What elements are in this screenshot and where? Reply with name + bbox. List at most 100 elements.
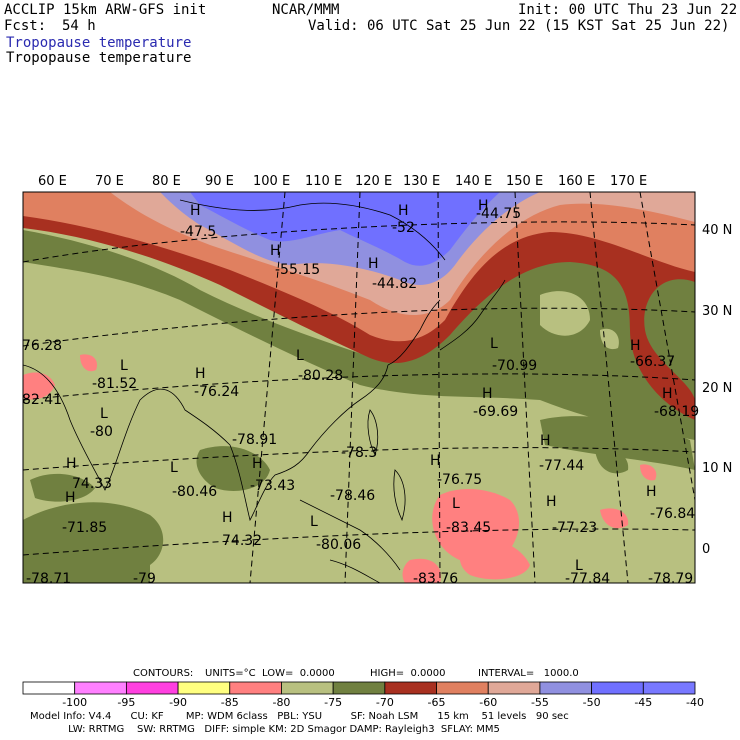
high-marker: H (270, 243, 281, 259)
extremum-value: -68.19 (654, 404, 699, 420)
colorbar-tick-label: -95 (117, 696, 135, 709)
extremum-value: -80.28 (298, 368, 343, 384)
extremum-value: -44.82 (372, 276, 417, 292)
model-info-line-1: Model Info: V4.4 CU: KF MP: WDM 6class P… (30, 711, 569, 722)
colorbar-cell (229, 681, 282, 695)
extremum-value: -77.44 (539, 458, 584, 474)
warm-patches (23, 416, 695, 583)
extremum-value: 74.32 (222, 533, 262, 549)
extremum-value: -76.24 (194, 384, 239, 400)
high-marker: H (190, 203, 201, 219)
extrema-labels: H-47.5H-55.15H-52H-44.82H-44.7576.28L-81… (22, 198, 699, 587)
colorbar-tick-label: -70 (376, 696, 394, 709)
longitude-labels: 60 E 70 E 80 E 90 E 100 E 110 E 120 E 130 E 140 … (38, 174, 647, 189)
longitude-label: 130 E (403, 174, 440, 189)
valid-time: Valid: 06 UTC Sat 25 Jun 22 (15 KST Sat … (308, 18, 730, 34)
low-marker: L (170, 460, 178, 476)
extremum-value: -83.76 (413, 571, 458, 587)
extremum-value: -80.46 (172, 484, 217, 500)
extremum-value: -76.84 (650, 506, 695, 522)
colorbar-cell (436, 681, 489, 695)
interval-label: INTERVAL= 1000.0 (478, 668, 579, 679)
colorbar-cell (642, 681, 696, 695)
latitude-label: 20 N (702, 381, 732, 396)
tropopause-field (23, 192, 695, 583)
colorbar-tick-label: -60 (479, 696, 497, 709)
extremum-value: 74.33 (72, 476, 112, 492)
longitude-label: 110 E (305, 174, 342, 189)
field-title: Tropopause temperature (6, 35, 192, 51)
colorbar-tick-label: -65 (428, 696, 446, 709)
colorbar-tick-label: -100 (62, 696, 87, 709)
colorbar-cell (384, 681, 437, 695)
high-marker: H (482, 386, 493, 402)
high-marker: H (546, 494, 557, 510)
high-marker: H (65, 490, 76, 506)
high-marker: H (662, 386, 673, 402)
colorbar-cell (332, 681, 386, 695)
extremum-value: -78.79 (648, 571, 693, 587)
extremum-value: -44.75 (476, 206, 521, 222)
high-marker: H (222, 510, 233, 526)
cold-patches (23, 354, 657, 583)
extremum-value: -76.75 (437, 472, 482, 488)
forecast-value: 54 h (62, 18, 96, 34)
high-marker: H (195, 366, 206, 382)
colorbar-tick-label: -85 (221, 696, 239, 709)
longitude-label: 150 E (506, 174, 543, 189)
longitude-label: 60 E (38, 174, 67, 189)
high-marker: H (646, 484, 657, 500)
low-marker: L (490, 336, 498, 352)
extremum-value: -73.43 (250, 478, 295, 494)
colorbar-tick-label: -40 (686, 696, 704, 709)
longitude-label: 80 E (152, 174, 181, 189)
colorbar-cell (125, 681, 179, 695)
latitude-label: 10 N (702, 461, 732, 476)
latitude-labels: 40 N 30 N 20 N 10 N 0 (702, 223, 732, 557)
extremum-value: 82.41 (22, 392, 62, 408)
colorbar-tick-label: -45 (634, 696, 652, 709)
low-marker: L (575, 558, 583, 574)
extremum-value: -78.3 (341, 445, 377, 461)
longitude-label: 160 E (558, 174, 595, 189)
extremum-value: -69.69 (473, 404, 518, 420)
colorbar: -100 -95 -90 -85 -80 -75 -70 -65 -60 -55 -50 -45 -40… (22, 681, 704, 709)
model-title: ACCLIP 15km ARW-GFS init (4, 2, 207, 18)
field-subtitle: Tropopause temperature (6, 50, 192, 66)
extremum-value: -66.37 (630, 354, 675, 370)
longitude-label: 170 E (610, 174, 647, 189)
colorbar-tick-label: -90 (169, 696, 187, 709)
extremum-value: 76.28 (22, 338, 62, 354)
high-marker: H (540, 433, 551, 449)
longitude-label: 90 E (205, 174, 234, 189)
colorbar-cell (539, 681, 593, 695)
colorbar-cell (22, 681, 76, 695)
low-marker: L (310, 514, 318, 530)
longitude-label: 120 E (355, 174, 392, 189)
colorbar-cell (177, 681, 231, 695)
colorbar-cell (487, 681, 541, 695)
extremum-value: -78.91 (232, 432, 277, 448)
map-frame (22, 191, 696, 584)
latitude-label: 40 N (702, 223, 732, 238)
high-marker: H (478, 198, 489, 214)
coastlines (23, 199, 506, 583)
extremum-value: -78.46 (330, 488, 375, 504)
extremum-value: -77.23 (552, 520, 597, 536)
graticule (23, 192, 695, 583)
extremum-value: -83.45 (446, 520, 491, 536)
high-marker: H (252, 456, 263, 472)
high-marker: H (398, 203, 409, 219)
forecast-label: Fcst: (4, 18, 47, 34)
longitude-label: 100 E (253, 174, 290, 189)
organization: NCAR/MMM (272, 2, 340, 18)
low-marker: L (100, 406, 108, 422)
colorbar-tick-label: -80 (272, 696, 290, 709)
low-label: LOW= 0.0000 (262, 668, 335, 679)
extremum-value: -80 (90, 424, 113, 440)
contours-label: CONTOURS: (133, 668, 194, 679)
extremum-value: -80.06 (316, 537, 361, 553)
units-label: UNITS=°C (205, 668, 256, 679)
high-marker: H (368, 256, 379, 272)
